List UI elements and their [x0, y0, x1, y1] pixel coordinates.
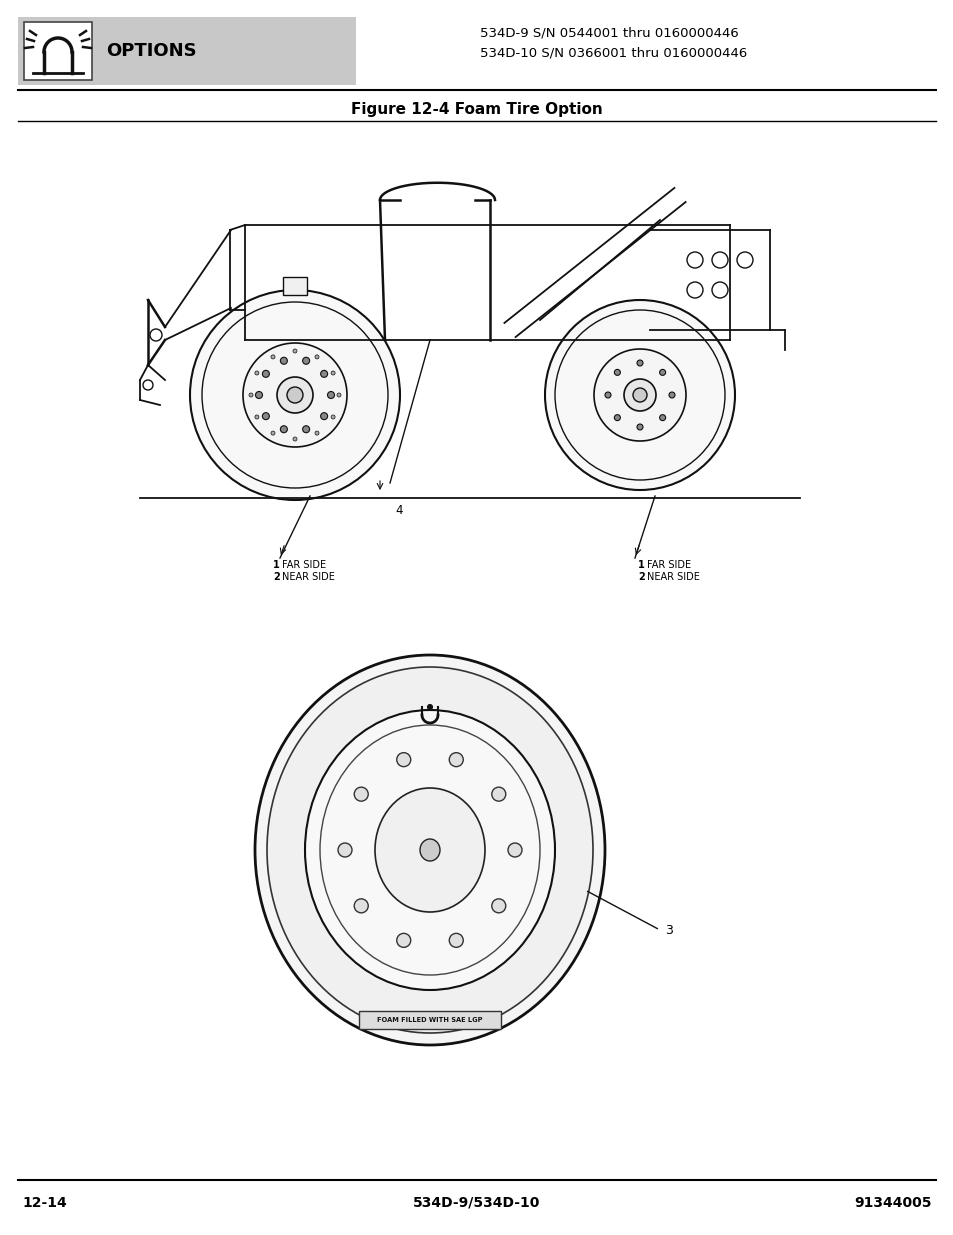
Circle shape [686, 252, 702, 268]
Circle shape [271, 431, 274, 435]
Text: FAR SIDE: FAR SIDE [282, 559, 326, 571]
Circle shape [243, 343, 347, 447]
Circle shape [262, 412, 269, 420]
Circle shape [293, 350, 296, 353]
Ellipse shape [396, 752, 411, 767]
Text: NEAR SIDE: NEAR SIDE [646, 572, 700, 582]
Circle shape [254, 370, 258, 375]
Text: 1: 1 [273, 559, 280, 571]
Circle shape [280, 426, 287, 432]
Circle shape [249, 393, 253, 396]
Circle shape [623, 379, 656, 411]
Text: 3: 3 [664, 924, 672, 936]
Circle shape [287, 387, 303, 403]
Circle shape [637, 424, 642, 430]
Ellipse shape [267, 667, 593, 1032]
Text: NEAR SIDE: NEAR SIDE [282, 572, 335, 582]
Ellipse shape [319, 725, 539, 974]
Text: 534D-10 S/N 0366001 thru 0160000446: 534D-10 S/N 0366001 thru 0160000446 [479, 47, 746, 59]
Circle shape [668, 391, 675, 398]
Text: Figure 12-4 Foam Tire Option: Figure 12-4 Foam Tire Option [351, 101, 602, 116]
Circle shape [202, 303, 388, 488]
Circle shape [254, 415, 258, 419]
Circle shape [427, 704, 432, 709]
Circle shape [544, 300, 734, 490]
Text: 4: 4 [395, 504, 402, 516]
Ellipse shape [507, 844, 521, 857]
Circle shape [150, 329, 162, 341]
Circle shape [280, 357, 287, 364]
Circle shape [614, 369, 619, 375]
Text: FAR SIDE: FAR SIDE [646, 559, 690, 571]
Bar [283, 277, 307, 295]
Text: 534D-9 S/N 0544001 thru 0160000446: 534D-9 S/N 0544001 thru 0160000446 [479, 26, 738, 40]
Text: 2: 2 [273, 572, 280, 582]
Ellipse shape [491, 787, 505, 802]
Circle shape [314, 354, 318, 359]
Ellipse shape [396, 934, 411, 947]
Circle shape [711, 282, 727, 298]
Circle shape [555, 310, 724, 480]
Circle shape [614, 415, 619, 421]
Ellipse shape [354, 787, 368, 802]
Circle shape [336, 393, 340, 396]
Circle shape [327, 391, 335, 399]
Circle shape [604, 391, 610, 398]
Circle shape [320, 412, 327, 420]
Circle shape [271, 354, 274, 359]
Circle shape [262, 370, 269, 378]
Ellipse shape [254, 655, 604, 1045]
Text: 1: 1 [638, 559, 644, 571]
Circle shape [302, 357, 310, 364]
Circle shape [143, 380, 152, 390]
Circle shape [293, 437, 296, 441]
Bar [24, 22, 91, 80]
Circle shape [302, 426, 310, 432]
Circle shape [320, 370, 327, 378]
Circle shape [737, 252, 752, 268]
Text: 534D-9/534D-10: 534D-9/534D-10 [413, 1195, 540, 1210]
Circle shape [594, 350, 685, 441]
Ellipse shape [449, 752, 463, 767]
Ellipse shape [375, 788, 484, 911]
Ellipse shape [419, 839, 439, 861]
Circle shape [276, 377, 313, 412]
Text: 12-14: 12-14 [22, 1195, 67, 1210]
Circle shape [314, 431, 318, 435]
Circle shape [255, 391, 262, 399]
Circle shape [633, 388, 646, 403]
Circle shape [637, 359, 642, 366]
Ellipse shape [354, 899, 368, 913]
Ellipse shape [491, 899, 505, 913]
Ellipse shape [305, 710, 555, 990]
Circle shape [659, 369, 665, 375]
Circle shape [659, 415, 665, 421]
Circle shape [331, 415, 335, 419]
Text: 2: 2 [638, 572, 644, 582]
Text: FOAM FILLED WITH SAE LGP: FOAM FILLED WITH SAE LGP [376, 1016, 482, 1023]
Text: OPTIONS: OPTIONS [106, 42, 196, 61]
Bar [18, 17, 355, 85]
FancyBboxPatch shape [358, 1011, 500, 1029]
Circle shape [190, 290, 399, 500]
Ellipse shape [449, 934, 463, 947]
Circle shape [711, 252, 727, 268]
Circle shape [686, 282, 702, 298]
Ellipse shape [337, 844, 352, 857]
Text: 91344005: 91344005 [854, 1195, 931, 1210]
Circle shape [331, 370, 335, 375]
